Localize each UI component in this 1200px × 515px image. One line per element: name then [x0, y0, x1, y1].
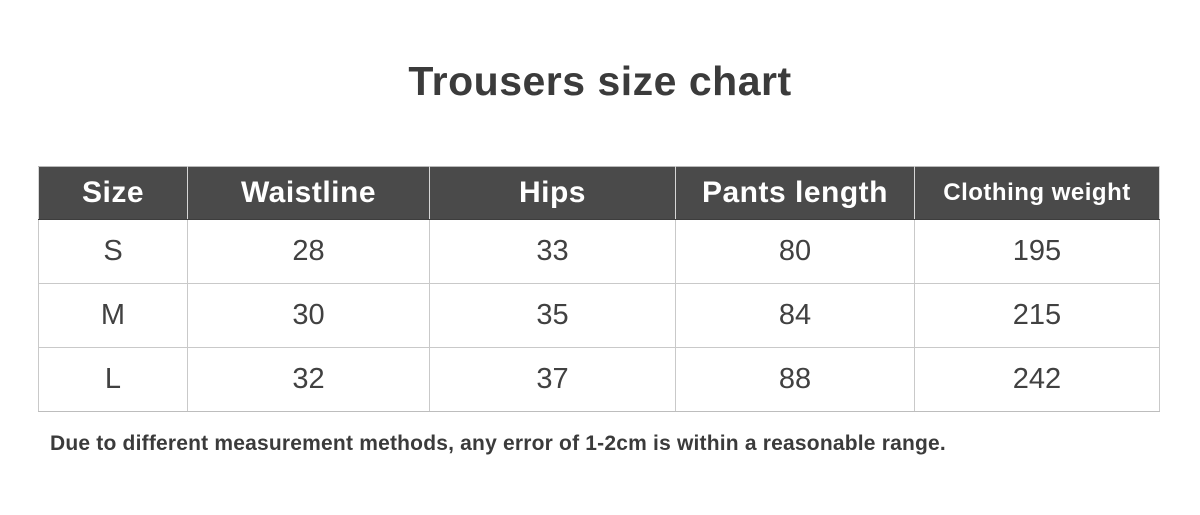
- table-cell-hips: 33: [429, 219, 676, 284]
- table-cell-pants-length: 84: [675, 283, 915, 348]
- table-cell-waistline: 30: [187, 283, 430, 348]
- table-cell-clothing-weight: 195: [914, 219, 1160, 284]
- column-header-pants-length: Pants length: [675, 166, 915, 220]
- table-cell-clothing-weight: 242: [914, 347, 1160, 412]
- column-header-clothing-weight: Clothing weight: [914, 166, 1160, 220]
- measurement-disclaimer: Due to different measurement methods, an…: [50, 432, 946, 455]
- table-cell-pants-length: 80: [675, 219, 915, 284]
- column-header-hips: Hips: [429, 166, 676, 220]
- table-row-m: M 30 35 84 215: [38, 283, 1160, 348]
- size-chart-table: Size Waistline Hips Pants length Clothin…: [38, 166, 1160, 412]
- table-cell-size: S: [38, 219, 188, 284]
- column-header-waistline: Waistline: [187, 166, 430, 220]
- table-cell-hips: 35: [429, 283, 676, 348]
- table-cell-clothing-weight: 215: [914, 283, 1160, 348]
- table-cell-hips: 37: [429, 347, 676, 412]
- table-header-row: Size Waistline Hips Pants length Clothin…: [38, 166, 1160, 220]
- page-title: Trousers size chart: [408, 58, 792, 104]
- table-row-l: L 32 37 88 242: [38, 347, 1160, 412]
- table-cell-size: M: [38, 283, 188, 348]
- table-cell-size: L: [38, 347, 188, 412]
- table-cell-waistline: 32: [187, 347, 430, 412]
- column-header-size: Size: [38, 166, 188, 220]
- table-cell-waistline: 28: [187, 219, 430, 284]
- table-cell-pants-length: 88: [675, 347, 915, 412]
- table-row-s: S 28 33 80 195: [38, 219, 1160, 284]
